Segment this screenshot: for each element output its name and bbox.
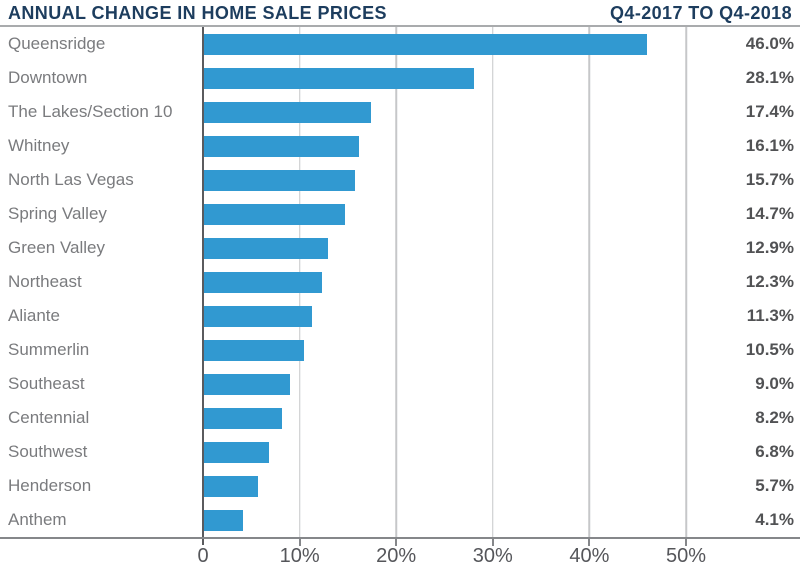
bar-track bbox=[203, 339, 686, 361]
bar bbox=[203, 271, 322, 293]
category-label: Downtown bbox=[8, 68, 88, 87]
value-label: 10.5% bbox=[745, 340, 794, 359]
value-label: 12.9% bbox=[745, 238, 794, 257]
bar-track bbox=[203, 135, 686, 157]
value-label: 12.3% bbox=[745, 272, 794, 291]
x-axis-tick-labels: 0 10% 20% 30% 40% 50% bbox=[197, 545, 706, 571]
bar bbox=[203, 373, 290, 395]
category-label: Spring Valley bbox=[8, 204, 107, 223]
gridline bbox=[395, 27, 397, 537]
chart-row: Downtown 28.1% bbox=[0, 61, 800, 95]
chart-row: Centennial 8.2% bbox=[0, 401, 800, 435]
category-label: Centennial bbox=[8, 408, 90, 427]
chart-row: Spring Valley 14.7% bbox=[0, 197, 800, 231]
category-label: Henderson bbox=[8, 476, 92, 495]
value-label: 5.7% bbox=[755, 476, 794, 495]
value-label: 8.2% bbox=[755, 408, 794, 427]
x-axis-ticks bbox=[203, 539, 687, 546]
value-label: 11.3% bbox=[746, 306, 794, 325]
axis-tick-label: 20% bbox=[376, 545, 417, 567]
bar-track bbox=[203, 67, 686, 89]
chart-row: North Las Vegas 15.7% bbox=[0, 163, 800, 197]
category-label: Green Valley bbox=[8, 238, 106, 257]
value-label: 16.1% bbox=[745, 136, 794, 155]
gridline bbox=[588, 27, 591, 537]
bar-track bbox=[203, 373, 686, 395]
value-label: 9.0% bbox=[755, 374, 794, 393]
category-label: Summerlin bbox=[8, 340, 90, 359]
value-label: 28.1% bbox=[745, 68, 794, 87]
bar bbox=[203, 33, 648, 55]
category-label: Aliante bbox=[8, 306, 60, 325]
axis-tick bbox=[298, 539, 301, 546]
gridline bbox=[685, 27, 687, 537]
bar-track bbox=[203, 169, 686, 191]
category-label: The Lakes/Section 10 bbox=[8, 102, 173, 121]
chart-row: Northeast 12.3% bbox=[0, 265, 800, 299]
axis-tick bbox=[491, 539, 494, 546]
category-label: Queensridge bbox=[8, 34, 106, 53]
bar-track bbox=[203, 33, 686, 55]
chart-row: Summerlin 10.5% bbox=[0, 333, 800, 367]
bar bbox=[203, 509, 243, 531]
bar-track bbox=[203, 305, 686, 327]
value-label: 6.8% bbox=[755, 442, 794, 461]
axis-tick-label: 30% bbox=[472, 545, 513, 567]
value-label: 17.4% bbox=[745, 102, 794, 121]
bar bbox=[203, 169, 355, 191]
chart-subtitle: Q4-2017 TO Q4-2018 bbox=[610, 3, 792, 23]
chart-row: Green Valley 12.9% bbox=[0, 231, 800, 265]
value-label: 15.7% bbox=[745, 170, 794, 189]
zero-axis-line bbox=[202, 27, 204, 545]
category-label: Southeast bbox=[8, 374, 85, 393]
axis-tick-label: 10% bbox=[279, 545, 320, 567]
axis-tick bbox=[685, 539, 687, 546]
bar bbox=[203, 101, 372, 123]
axis-tick bbox=[588, 539, 591, 546]
chart-row: Queensridge 46.0% bbox=[0, 27, 800, 61]
chart-row: Southeast 9.0% bbox=[0, 367, 800, 401]
bar bbox=[203, 67, 475, 89]
category-label: Whitney bbox=[8, 136, 70, 155]
bar-track bbox=[203, 441, 686, 463]
chart-row: Anthem 4.1% bbox=[0, 503, 800, 537]
bar-track bbox=[203, 237, 686, 259]
axis-tick-label: 50% bbox=[665, 545, 707, 567]
x-axis-line bbox=[0, 537, 800, 539]
category-label: Anthem bbox=[8, 510, 67, 529]
bar bbox=[203, 339, 305, 361]
bar bbox=[203, 203, 345, 225]
chart-row: Whitney 16.1% bbox=[0, 129, 800, 163]
bar-track bbox=[203, 101, 686, 123]
bar-track bbox=[203, 407, 686, 429]
value-label: 4.1% bbox=[755, 510, 794, 529]
chart-rows: Queensridge 46.0% Downtown 28.1% The Lakes/S… bbox=[0, 27, 800, 537]
bar bbox=[203, 135, 359, 157]
chart-row: Southwest 6.8% bbox=[0, 435, 800, 469]
chart-row: Aliante 11.3% bbox=[0, 299, 800, 333]
axis-tick-label: 40% bbox=[569, 545, 610, 567]
value-label: 46.0% bbox=[745, 34, 794, 53]
chart-row: The Lakes/Section 10 17.4% bbox=[0, 95, 800, 129]
bar-track bbox=[203, 509, 686, 531]
bar-track bbox=[203, 475, 686, 497]
bar bbox=[203, 305, 313, 327]
category-label: Southwest bbox=[8, 442, 88, 461]
value-label: 14.7% bbox=[745, 204, 794, 223]
category-label: Northeast bbox=[8, 272, 82, 291]
bar bbox=[203, 237, 328, 259]
header-rule bbox=[0, 25, 800, 27]
chart-row: Henderson 5.7% bbox=[0, 469, 800, 503]
bar-track bbox=[203, 271, 686, 293]
category-label: North Las Vegas bbox=[8, 170, 134, 189]
bar-track bbox=[203, 203, 686, 225]
bar bbox=[203, 407, 283, 429]
axis-tick bbox=[395, 539, 398, 546]
bar bbox=[203, 441, 269, 463]
bar bbox=[203, 475, 259, 497]
axis-tick-label: 0 bbox=[197, 545, 209, 567]
chart-title: ANNUAL CHANGE IN HOME SALE PRICES bbox=[8, 3, 387, 23]
gridline bbox=[492, 27, 494, 537]
